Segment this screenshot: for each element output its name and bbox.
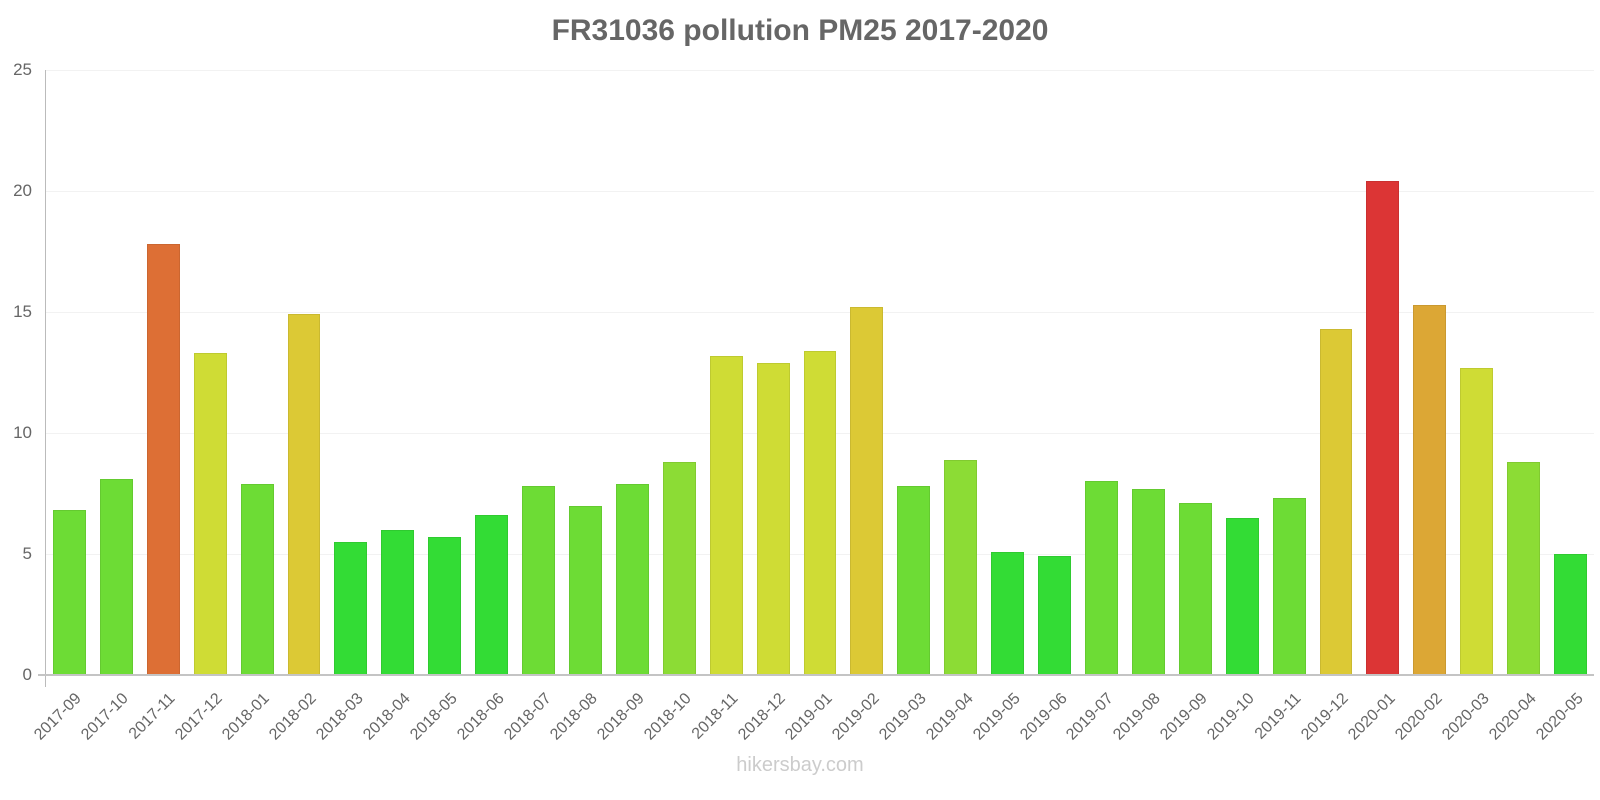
bar[interactable]	[1554, 554, 1587, 675]
bar[interactable]	[1507, 462, 1541, 675]
bar[interactable]	[1319, 328, 1353, 675]
bar[interactable]	[662, 462, 696, 675]
y-tick-label: 15	[13, 302, 32, 321]
x-tick-label: 2018-12	[735, 690, 789, 744]
bar[interactable]	[756, 362, 790, 675]
bar[interactable]	[1038, 556, 1071, 675]
x-tick-label: 2018-03	[313, 690, 367, 744]
bar[interactable]	[334, 541, 368, 675]
gridline	[46, 312, 1594, 313]
bar[interactable]	[428, 537, 462, 675]
x-tick-label: 2019-01	[782, 690, 836, 744]
bar[interactable]	[1178, 503, 1212, 675]
x-tick-label: 2019-10	[1204, 690, 1258, 744]
x-tick-label: 2020-02	[1392, 690, 1446, 744]
x-tick-label: 2018-08	[547, 690, 602, 744]
bar[interactable]	[522, 486, 555, 675]
bar[interactable]	[240, 483, 274, 675]
y-tick-label: 10	[13, 423, 32, 442]
bar[interactable]	[569, 505, 602, 675]
x-tick-label: 2017-11	[126, 690, 179, 743]
y-tick-label: 20	[13, 181, 32, 200]
plot-area	[46, 70, 1594, 675]
gridline	[46, 70, 1594, 71]
bar[interactable]	[803, 350, 837, 675]
x-tick-label: 2020-04	[1485, 690, 1540, 744]
bar[interactable]	[193, 353, 227, 675]
x-tick-label: 2019-08	[1110, 690, 1165, 744]
y-tick-label: 0	[22, 665, 32, 684]
x-tick-label: 2019-03	[876, 690, 930, 744]
bar[interactable]	[1272, 498, 1306, 675]
bar[interactable]	[1460, 367, 1494, 675]
x-tick-label: 2018-05	[406, 690, 461, 744]
bar[interactable]	[475, 515, 509, 675]
gridline	[46, 191, 1594, 192]
bar[interactable]	[381, 529, 415, 675]
x-tick-label: 2018-07	[500, 690, 555, 744]
bar[interactable]	[944, 459, 978, 675]
x-tick-label: 2020-05	[1532, 690, 1587, 744]
x-tick-label: 2019-07	[1063, 690, 1118, 744]
x-tick-label: 2017-12	[172, 690, 226, 744]
x-tick-label: 2018-11	[689, 690, 742, 743]
x-tick-label: 2020-01	[1345, 690, 1399, 744]
watermark: hikersbay.com	[736, 754, 864, 776]
x-tick-label: 2017-10	[78, 690, 133, 744]
x-tick-label: 2018-06	[453, 690, 508, 744]
y-tick-label: 5	[22, 544, 32, 563]
x-tick-label: 2018-01	[219, 690, 273, 744]
bar[interactable]	[1225, 517, 1259, 675]
x-tick-label: 2019-06	[1016, 690, 1071, 744]
bar[interactable]	[850, 307, 884, 675]
x-tick-label: 2019-12	[1298, 690, 1352, 744]
bar[interactable]	[53, 510, 86, 675]
bar[interactable]	[99, 478, 133, 675]
bar[interactable]	[287, 314, 321, 675]
x-tick-label: 2018-09	[594, 690, 649, 744]
x-tick-label: 2018-02	[266, 690, 320, 744]
y-axis-line	[45, 70, 46, 687]
x-tick-label: 2020-03	[1438, 690, 1493, 744]
x-axis-line	[38, 674, 1594, 676]
x-tick-label: 2019-02	[829, 690, 883, 744]
bar[interactable]	[615, 483, 649, 675]
bar[interactable]	[991, 551, 1025, 675]
x-tick-label: 2019-09	[1157, 690, 1212, 744]
bar[interactable]	[1131, 488, 1165, 675]
bar[interactable]	[1085, 481, 1118, 675]
bar[interactable]	[897, 486, 931, 675]
x-tick-label: 2019-05	[969, 690, 1024, 744]
x-tick-label: 2018-10	[641, 690, 696, 744]
chart-title: FR31036 pollution PM25 2017-2020	[551, 14, 1049, 47]
x-tick-label: 2019-04	[922, 690, 977, 744]
y-tick-label: 25	[13, 60, 32, 79]
x-tick-label: 2018-04	[360, 690, 414, 744]
x-tick-label: 2017-09	[31, 690, 86, 744]
bar[interactable]	[709, 355, 743, 675]
bar[interactable]	[1413, 304, 1447, 675]
x-tick-label: 2019-11	[1251, 690, 1305, 743]
bar[interactable]	[146, 244, 180, 675]
bar[interactable]	[1366, 181, 1400, 675]
